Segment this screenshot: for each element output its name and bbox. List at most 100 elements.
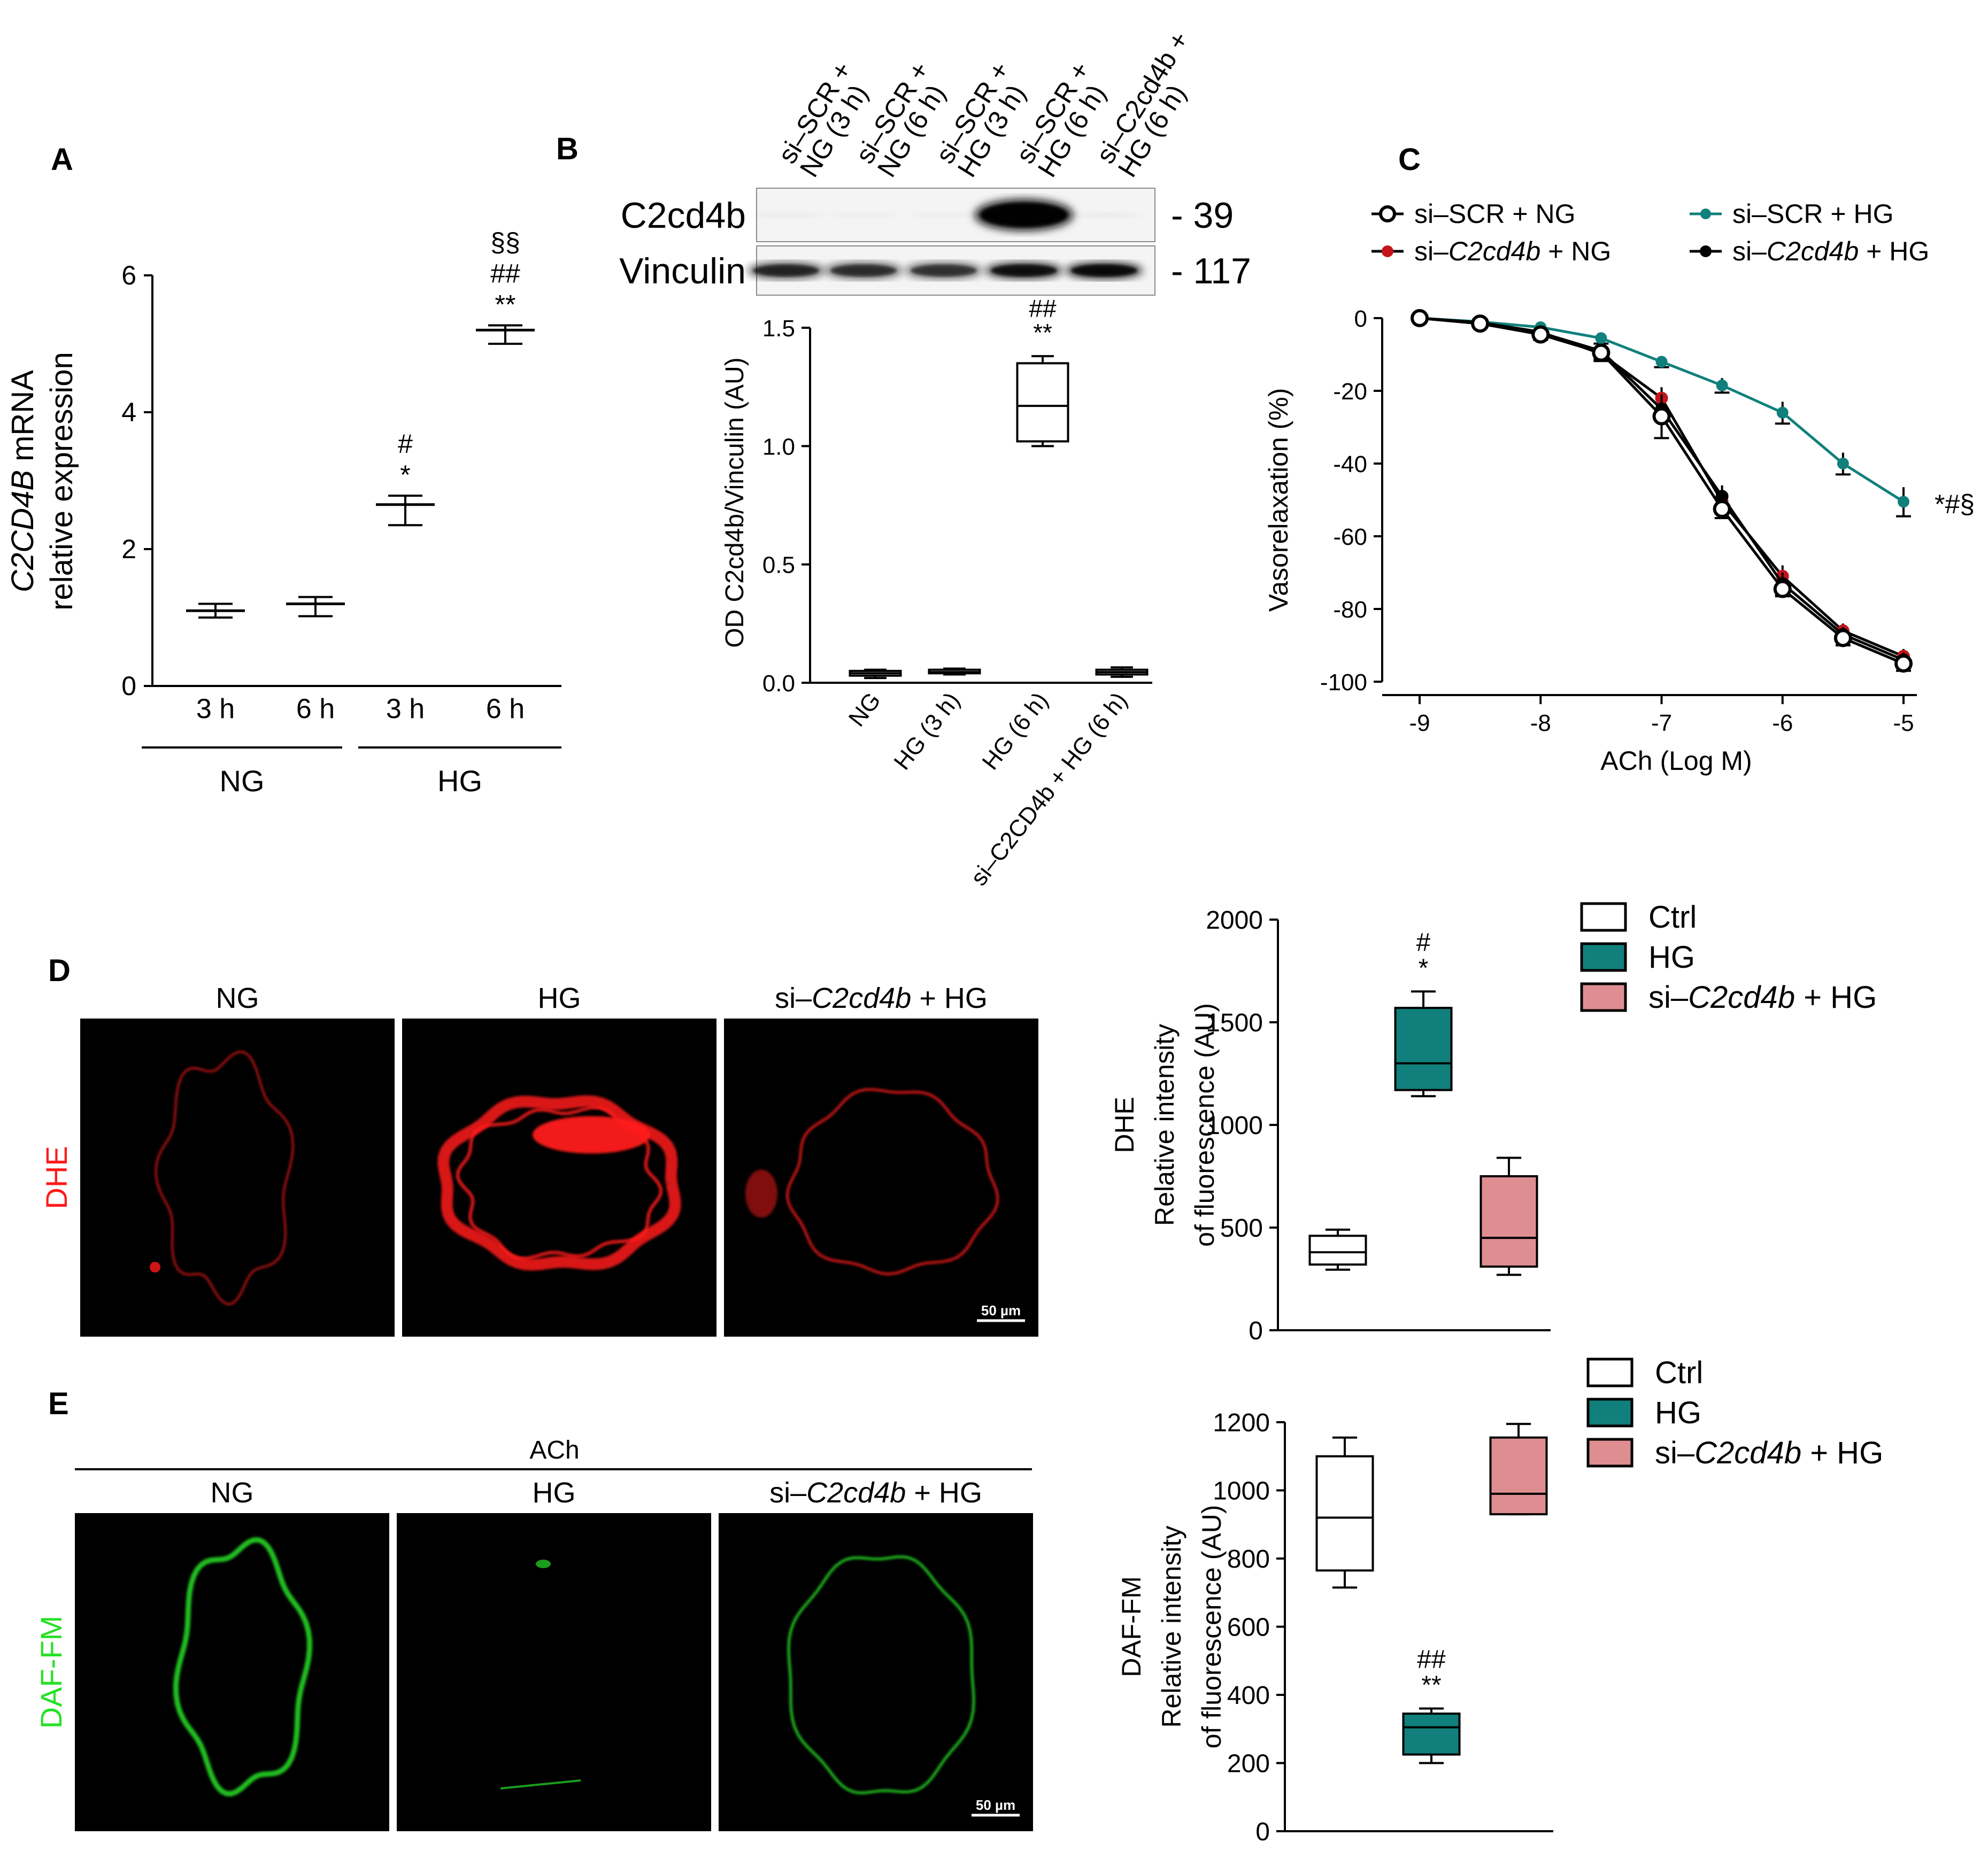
panel-b-y-tick-label: 1.5 — [762, 315, 795, 342]
boxplot-box-box — [1394, 1007, 1453, 1091]
panel-c-significance: *#§ — [1935, 489, 1975, 519]
boxplot-legend-swatch — [1586, 1398, 1633, 1428]
boxplot-box-box — [1402, 1713, 1461, 1756]
panel-c-x-tick-label: -7 — [1651, 710, 1672, 736]
dhe-speckle — [150, 1262, 160, 1272]
boxplot-y-tick-label: 800 — [1227, 1545, 1270, 1574]
panel-b-significance-0: ** — [1033, 319, 1052, 346]
panel-a-significance-1: ## — [490, 258, 520, 288]
micrograph-2 — [402, 1019, 716, 1337]
panel-b-lane-label: si–SCR +NG (3 h) — [772, 56, 874, 182]
panel-a-point — [286, 596, 345, 618]
panel-c-y-tick-label: -60 — [1333, 524, 1367, 550]
panel-c-point — [1716, 379, 1728, 391]
panel-a-point — [186, 603, 245, 619]
panel-b-blot-marker: - 39 — [1171, 195, 1234, 236]
panel-a-y-tick-label: 0 — [121, 671, 136, 701]
boxplot-legend-label: si–C2cd4b + HG — [1648, 980, 1877, 1015]
panel-c-chart: si–SCR + NG si–C2cd4b + NG si–SCR + HG si–C… — [1263, 199, 1975, 776]
boxplot-y-tick-label: 400 — [1227, 1682, 1270, 1710]
panel-c-point — [1411, 309, 1429, 327]
micrograph-title: si–C2cd4b + HG — [769, 1477, 982, 1509]
panel-c-x-tick-label: -6 — [1772, 710, 1793, 736]
panel-a-y-tick-label: 4 — [121, 397, 136, 427]
panel-c-legend-marker — [1700, 245, 1712, 257]
panel-b-y-tick-label: 0.0 — [762, 670, 795, 697]
boxplot-significance-0: * — [1419, 954, 1429, 982]
boxplot-legend-item: si–C2cd4b + HG — [1580, 980, 1877, 1015]
panel-b-blot-band — [1066, 212, 1143, 218]
panel-b-blot-band — [905, 212, 982, 218]
panel-b-box — [1016, 355, 1069, 448]
panel-a-x-tick-label: 6 h — [296, 693, 335, 724]
panel-b-x-tick-label: HG (3 h) — [889, 688, 965, 775]
boxplot-y-axis-label: Relative intensity — [1150, 1024, 1180, 1226]
boxplot-legend-label: HG — [1648, 940, 1695, 975]
boxplot-legend-swatch — [1586, 1438, 1633, 1468]
panel-b-y-axis-label: OD C2cd4b/Vinculin (AU) — [721, 357, 749, 647]
panel-c-y-tick-label: -40 — [1333, 451, 1367, 477]
boxplot-significance-1: ## — [1417, 1646, 1446, 1674]
panel-b-box — [849, 668, 902, 680]
micrograph-3 — [719, 1513, 1033, 1831]
stain-label: DHE — [40, 1146, 73, 1209]
panel-c-legend-label: si–SCR + NG — [1414, 199, 1575, 229]
boxplot-legend-item: Ctrl — [1586, 1355, 1703, 1390]
panel-c-point — [1715, 490, 1729, 503]
panel-c-legend-label: si–C2cd4b + HG — [1732, 236, 1929, 266]
panel-a-group-label: HG — [437, 764, 482, 798]
panel-a-x-tick-label: 6 h — [486, 693, 525, 724]
boxplot-legend-swatch — [1580, 902, 1627, 932]
boxplot-legend-swatch — [1586, 1358, 1633, 1387]
boxplot-legend-label: HG — [1655, 1395, 1701, 1430]
panel-a-y-tick-label: 6 — [121, 260, 136, 290]
panel-c-point — [1776, 406, 1789, 419]
boxplot-y-tick-label: 1000 — [1206, 1112, 1263, 1140]
boxplot-y-tick-label: 2000 — [1206, 906, 1263, 935]
panel-b-lane-label: si–SCR +NG (6 h) — [850, 56, 951, 182]
panel-letter-d: D — [48, 953, 71, 988]
scale-bar-label: 50 µm — [976, 1797, 1015, 1813]
stain-label: DAF-FM — [34, 1616, 68, 1729]
panel-letter-b: B — [556, 132, 579, 166]
panel-a-point — [376, 495, 435, 527]
panel-c-legend-label: si–C2cd4b + NG — [1414, 236, 1611, 266]
dhe-vessel-wall — [785, 1088, 999, 1276]
boxplot-box-box — [1480, 1175, 1538, 1268]
dhe-vessel-wall — [155, 1051, 295, 1306]
micrograph-title: si–C2cd4b + HG — [775, 982, 988, 1014]
panel-b-y-tick-label: 1.0 — [762, 434, 795, 460]
boxplot-box — [1308, 1228, 1367, 1271]
panel-c-point — [1833, 629, 1852, 647]
panel-a-x-tick-label: 3 h — [386, 693, 425, 724]
boxplot-box — [1480, 1156, 1538, 1276]
daf-vessel-wall — [173, 1537, 313, 1797]
panel-c-x-tick-label: -8 — [1530, 710, 1551, 736]
panel-d: NG HG 50 µm si–C2cd4b + HG DHE 0 500 1000 1500 2… — [40, 900, 1877, 1345]
boxplot-legend-label: Ctrl — [1648, 900, 1697, 935]
dhe-vessel-wall — [437, 1095, 681, 1271]
panel-c-y-tick-label: -20 — [1333, 379, 1367, 405]
panel-a-x-tick-label: 3 h — [196, 693, 235, 724]
boxplot-y-tick-label: 0 — [1249, 1317, 1263, 1345]
panel-b-blot-row-label: C2cd4b — [621, 195, 746, 236]
panel-a-y-tick-label: 2 — [121, 534, 136, 564]
boxplot-y-axis-label: of fluorescence (AU) — [1190, 1003, 1220, 1247]
micrograph-title: NG — [216, 982, 259, 1014]
panel-letter-c: C — [1398, 142, 1421, 177]
boxplot-y-tick-label: 1500 — [1206, 1009, 1263, 1037]
boxplot-y-axis-label: of fluorescence (AU) — [1197, 1505, 1227, 1749]
dhe-vessel-inner — [456, 1106, 662, 1260]
panel-e-header: ACh — [529, 1436, 579, 1464]
boxplot-y-tick-label: 200 — [1227, 1750, 1270, 1778]
panel-c-point — [1894, 654, 1913, 673]
panel-a-significance-1: # — [398, 429, 413, 459]
panel-c-point — [1652, 407, 1671, 426]
micrograph-1 — [80, 1019, 395, 1337]
panel-b: si–SCR +NG (3 h)si–SCR +NG (6 h)si–SCR +… — [619, 26, 1251, 891]
panel-e: ACh NG HG 50 µm si–C2cd4b + HG DAF-FM 0 200 40… — [34, 1355, 1883, 1846]
panel-c-legend-item: si–SCR + NG — [1371, 199, 1575, 229]
panel-c-legend-marker — [1379, 205, 1396, 222]
panel-c-point — [1655, 356, 1668, 368]
boxplot-legend-label: Ctrl — [1655, 1355, 1703, 1390]
